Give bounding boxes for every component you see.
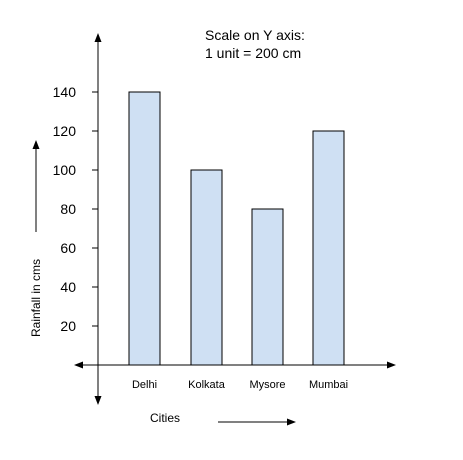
x-tick-label-delhi: Delhi bbox=[132, 379, 157, 391]
scale-note-line2: 1 unit = 200 cm bbox=[205, 45, 301, 61]
bars bbox=[128, 91, 345, 366]
y-tick-label: 60 bbox=[60, 240, 76, 256]
y-axis-arrow-top bbox=[94, 33, 102, 42]
x-axis-label: Cities bbox=[150, 411, 180, 425]
scale-note-line1: Scale on Y axis: bbox=[205, 27, 305, 43]
x-tick-label-mysore: Mysore bbox=[249, 379, 285, 391]
x-axis-arrow-right bbox=[387, 361, 396, 369]
y-axis-arrow-bottom bbox=[94, 396, 102, 405]
y-tick-label: 20 bbox=[60, 318, 76, 334]
bar-mumbai bbox=[312, 130, 345, 366]
bar-kolkata bbox=[190, 169, 223, 366]
y-tick-label: 120 bbox=[53, 123, 77, 139]
x-tick-label-mumbai: Mumbai bbox=[309, 379, 348, 391]
y-tick-label: 80 bbox=[60, 201, 76, 217]
bar-delhi bbox=[128, 91, 161, 366]
x-tick-label-kolkata: Kolkata bbox=[188, 379, 226, 391]
y-tick-label: 100 bbox=[53, 162, 77, 178]
y-axis-label: Rainfall in cms bbox=[29, 259, 43, 337]
y-label-arrow-head bbox=[32, 140, 40, 149]
y-tick-label: 140 bbox=[53, 84, 77, 100]
x-axis-arrow-left bbox=[74, 361, 83, 369]
x-category-labels: Delhi Kolkata Mysore Mumbai bbox=[132, 379, 348, 391]
bar-mysore bbox=[251, 208, 284, 366]
x-label-arrow-head bbox=[287, 418, 296, 426]
y-tick-label: 40 bbox=[60, 279, 76, 295]
y-ticks: 20 40 60 80 100 120 140 bbox=[53, 84, 98, 334]
